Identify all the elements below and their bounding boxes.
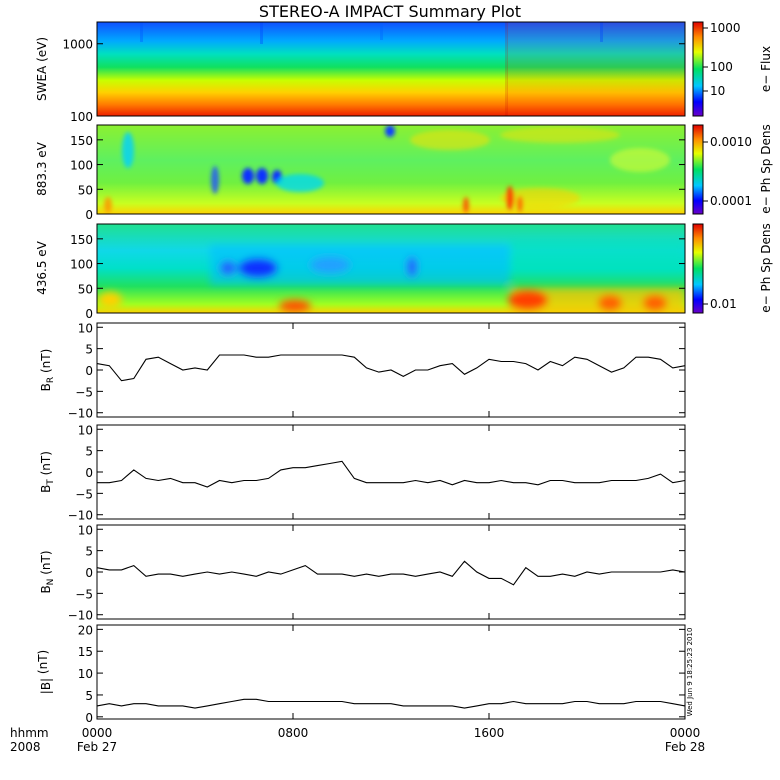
panel-frame: [96, 21, 686, 117]
y-tick-label: 10: [78, 667, 93, 681]
ylabel-unit: (nT): [39, 451, 53, 479]
y-tick-label: −5: [75, 385, 93, 399]
y-tick-label: 10: [78, 523, 93, 537]
plot-title: STEREO-A IMPACT Summary Plot: [259, 2, 521, 21]
svg-text:BN (nT): BN (nT): [39, 550, 56, 593]
colorbar-tick-label: 0.01: [710, 297, 737, 311]
colorbar-label-pad-436: e− Ph Sp Dens: [759, 223, 773, 312]
x-tick-label: 1600: [474, 726, 505, 740]
y-tick-label: 100: [70, 110, 93, 124]
spectrogram-streaks: [140, 22, 603, 116]
ylabel-main: B: [39, 585, 53, 593]
y-tick-label: 0: [85, 208, 93, 222]
colorbar-label-pad-883: e− Ph Sp Dens: [759, 124, 773, 213]
ylabel-unit: (nT): [36, 650, 50, 678]
footer-year: 2008: [10, 740, 41, 754]
ylabel-main: B: [39, 383, 53, 391]
y-tick-label: 150: [70, 233, 93, 247]
panel-bmag-frame: [96, 624, 686, 720]
colorbar-tick-label: 0.0001: [710, 194, 752, 208]
y-tick-label: 100: [70, 159, 93, 173]
y-tick-label: 100: [70, 258, 93, 272]
y-tick-label: 150: [70, 134, 93, 148]
panel-bn-frame: [96, 524, 686, 620]
colorbar-tick-label: 0.0010: [710, 135, 752, 149]
ylabel-sub: R: [46, 377, 56, 383]
colorbar-pad-436: [692, 223, 704, 314]
svg-text:|B| (nT): |B| (nT): [36, 650, 53, 694]
series-line: [96, 560, 686, 586]
y-tick-label: −5: [75, 487, 93, 501]
spectrogram-feature: [507, 22, 685, 116]
y-tick-label: 50: [78, 183, 93, 197]
series-line: [96, 698, 686, 709]
y-tick-label: 0: [85, 711, 93, 725]
footer-date-start: Feb 27: [77, 740, 117, 754]
ylabel-unit: (nT): [39, 550, 53, 578]
spectrogram-fill: [97, 22, 685, 116]
y-tick-label: −5: [75, 587, 93, 601]
y-tick-label: 10: [78, 321, 93, 335]
ylabel-br: BR (nT): [39, 349, 56, 392]
panel-frame: [96, 223, 686, 314]
y-tick-label: 5: [85, 343, 93, 357]
series-line: [97, 460, 686, 488]
colorbar-tick-label: 1000: [710, 21, 741, 35]
panel-bt-frame: [96, 424, 686, 520]
panel-pad-436: [97, 224, 685, 313]
svg-text:BT (nT): BT (nT): [39, 451, 56, 493]
ylabel-main: |B|: [39, 678, 53, 694]
y-tick-label: 50: [78, 282, 93, 296]
colorbar-tick-label: 10: [710, 84, 725, 98]
y-tick-label: 15: [78, 645, 93, 659]
y-tick-label: 10: [78, 423, 93, 437]
ylabel-unit: (nT): [39, 349, 53, 377]
x-tick-label: 0800: [278, 726, 309, 740]
spectrogram-features: [104, 125, 670, 213]
chart-marks: 10001001501005001501005001000100100.0010…: [62, 21, 752, 740]
y-tick-label: 5: [85, 545, 93, 559]
ylabel-swea: SWEA (eV): [35, 37, 49, 101]
ylabel-main: B: [39, 485, 53, 493]
y-tick-label: 0: [85, 566, 93, 580]
y-tick-label: −10: [68, 407, 93, 421]
panel-frame: [96, 124, 686, 215]
y-tick-label: 0: [85, 307, 93, 321]
footer-hhmm: hhmm: [10, 726, 49, 740]
y-tick-label: −10: [68, 609, 93, 623]
ylabel-bn: BN (nT): [39, 550, 56, 593]
series-line: [96, 354, 686, 382]
y-tick-label: 20: [78, 623, 93, 637]
svg-text:BR (nT): BR (nT): [39, 349, 56, 392]
panel-swea-spectrogram: [97, 22, 685, 116]
y-tick-label: −10: [68, 509, 93, 523]
ylabel-bt: BT (nT): [39, 451, 56, 493]
ylabel-sub: N: [46, 579, 56, 586]
ylabel-bmag: |B| (nT): [36, 650, 53, 694]
spectrogram-features: [98, 240, 685, 313]
y-tick-label: 0: [85, 364, 93, 378]
colorbar-swea: [692, 21, 704, 117]
y-tick-label: 5: [85, 445, 93, 459]
colorbar-label-swea: e− Flux: [759, 46, 773, 92]
ylabel-pad-436: 436.5 eV: [35, 240, 49, 295]
timestamp-stamp: Wed Jun 9 18:25:23 2010: [686, 628, 694, 717]
footer-date-end: Feb 28: [665, 740, 705, 754]
panel-pad-883: [97, 125, 685, 214]
ylabel-sub: T: [46, 479, 56, 486]
ylabel-pad-883: 883.3 eV: [35, 141, 49, 196]
x-tick-label: 0000: [670, 726, 701, 740]
y-tick-label: 5: [85, 689, 93, 703]
colorbar-tick-label: 100: [710, 60, 733, 74]
y-tick-label: 1000: [62, 38, 93, 52]
x-tick-label: 0000: [82, 726, 113, 740]
colorbar-pad-883: [692, 124, 704, 215]
y-tick-label: 0: [85, 466, 93, 480]
